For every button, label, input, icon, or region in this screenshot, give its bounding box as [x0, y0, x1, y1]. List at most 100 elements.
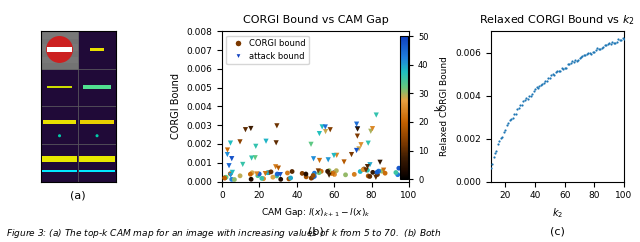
Point: [229, 178, 239, 182]
Point: [365, 163, 375, 167]
Point: [266, 170, 276, 174]
Point: [600, 43, 610, 47]
Point: [497, 135, 508, 139]
Point: [351, 122, 362, 126]
Point: [247, 171, 257, 175]
Point: [323, 169, 333, 173]
Point: [570, 59, 580, 62]
Point: [321, 130, 331, 134]
Point: [245, 172, 255, 176]
Point: [582, 52, 592, 56]
Point: [365, 129, 376, 133]
Point: [253, 174, 263, 178]
Point: [324, 173, 334, 177]
Point: [361, 168, 371, 172]
Point: [354, 147, 364, 151]
Bar: [80, 120, 114, 124]
Point: [308, 174, 318, 177]
Y-axis label: k: k: [434, 105, 444, 111]
Point: [506, 117, 516, 121]
Point: [558, 67, 568, 71]
Point: [351, 149, 362, 152]
Bar: [42, 170, 77, 172]
Point: [605, 42, 616, 45]
Point: [363, 141, 373, 145]
Circle shape: [47, 37, 72, 62]
Point: [276, 177, 286, 181]
Point: [317, 125, 327, 129]
Bar: [41, 38, 78, 44]
Bar: [79, 170, 115, 172]
Point: [374, 169, 384, 173]
Point: [309, 171, 319, 175]
Point: [548, 72, 558, 76]
Point: [520, 98, 530, 101]
Point: [222, 148, 232, 152]
Point: [614, 38, 625, 42]
Point: [566, 61, 576, 65]
Bar: [47, 47, 72, 53]
X-axis label: $k_2$: $k_2$: [552, 206, 563, 219]
Point: [534, 84, 545, 88]
Point: [522, 97, 532, 101]
Point: [353, 127, 363, 131]
Point: [349, 173, 360, 176]
Point: [221, 175, 231, 179]
Point: [272, 172, 282, 176]
Point: [323, 158, 333, 162]
Point: [496, 136, 506, 140]
Point: [346, 153, 356, 157]
Bar: [41, 51, 78, 57]
Point: [324, 169, 334, 173]
Point: [580, 53, 591, 56]
Point: [524, 94, 534, 98]
Point: [332, 153, 342, 157]
Point: [363, 174, 373, 178]
Point: [509, 112, 520, 116]
Point: [326, 171, 337, 175]
Point: [262, 171, 273, 175]
Point: [619, 37, 629, 41]
Point: [603, 42, 613, 45]
Point: [586, 52, 596, 56]
Point: [529, 89, 539, 93]
Point: [610, 41, 620, 45]
Point: [329, 171, 339, 175]
Point: [259, 177, 269, 181]
Point: [365, 174, 375, 178]
Bar: [78, 144, 116, 182]
Point: [225, 173, 236, 177]
Point: [552, 69, 563, 73]
Point: [559, 66, 570, 70]
Point: [372, 173, 383, 176]
Point: [557, 66, 567, 70]
Point: [595, 47, 605, 51]
Point: [314, 132, 324, 136]
Text: Figure 3: (a) The top-$k$ CAM map for an image with increasing values of $k$ fro: Figure 3: (a) The top-$k$ CAM map for an…: [6, 227, 442, 240]
Point: [371, 175, 381, 179]
Point: [261, 139, 271, 143]
Point: [494, 139, 504, 143]
Point: [268, 175, 278, 179]
Point: [563, 62, 573, 66]
Point: [493, 142, 503, 146]
Point: [609, 41, 619, 45]
Point: [352, 134, 362, 138]
Point: [284, 177, 294, 181]
Point: [308, 173, 319, 177]
Point: [227, 170, 237, 174]
Point: [589, 50, 600, 53]
Point: [367, 170, 378, 174]
Point: [530, 87, 540, 91]
Point: [272, 124, 282, 128]
Point: [585, 52, 595, 55]
Point: [352, 127, 362, 131]
Point: [376, 169, 387, 173]
Point: [282, 171, 292, 175]
Bar: [78, 31, 116, 69]
Point: [592, 46, 602, 50]
Point: [613, 38, 623, 41]
Point: [372, 170, 382, 174]
Point: [499, 130, 509, 134]
Point: [308, 157, 319, 161]
